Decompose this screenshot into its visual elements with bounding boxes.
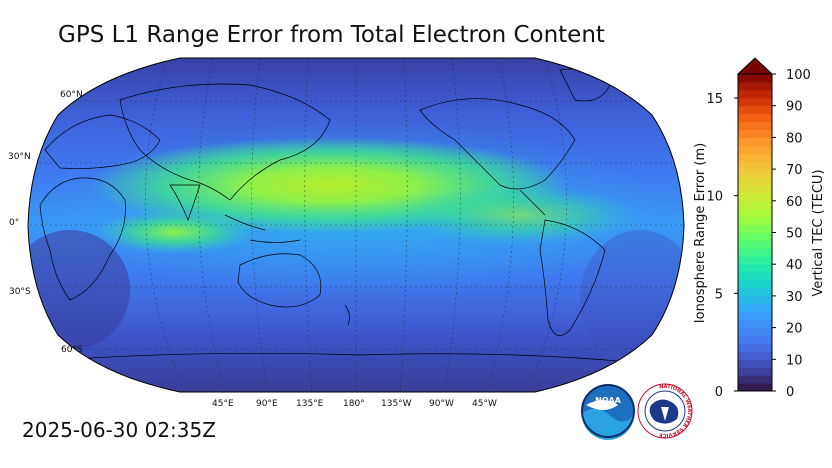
colorbar-segment: [738, 74, 772, 83]
colorbar-segment: [738, 335, 772, 344]
colorbar-segment: [738, 375, 772, 384]
colorbar-right-tick-label: 50: [786, 227, 803, 242]
colorbar-segment: [738, 343, 772, 352]
colorbar-extend-arrow: [736, 57, 774, 75]
colorbar-segment: [738, 121, 772, 130]
colorbar: 0 5 10 15 0 10 20 30 40 50 60 70 80 90 100 Ionosphere…: [693, 57, 826, 400]
lat-label-60s: 60°S: [61, 345, 83, 355]
lat-label-30n: 30°N: [8, 152, 31, 162]
colorbar-segment: [738, 129, 772, 138]
colorbar-right-tick-label: 10: [786, 353, 803, 368]
colorbar-segments: [738, 74, 772, 392]
colorbar-segment: [738, 351, 772, 360]
lon-label-90w: 90°W: [429, 399, 454, 409]
lat-label-30s: 30°S: [9, 287, 31, 297]
colorbar-segment: [738, 161, 772, 170]
colorbar-segment: [738, 287, 772, 297]
colorbar-segment: [738, 248, 772, 257]
colorbar-segment: [738, 264, 772, 273]
colorbar-segment: [738, 153, 772, 162]
lon-label-45e: 45°E: [212, 399, 234, 409]
colorbar-left-ticks: 0 5 10 15: [706, 92, 738, 400]
colorbar-segment: [738, 208, 772, 218]
colorbar-segment: [738, 192, 772, 202]
colorbar-right-tick-label: 60: [786, 195, 803, 210]
colorbar-segment: [738, 272, 772, 281]
colorbar-segment: [738, 367, 772, 376]
colorbar-segment: [738, 89, 772, 99]
colorbar-right-tick-label: 30: [786, 290, 803, 305]
colorbar-segment: [738, 177, 772, 186]
colorbar-left-tick-label: 15: [706, 92, 723, 107]
lon-label-90e: 90°E: [256, 399, 278, 409]
colorbar-left-tick-label: 0: [715, 385, 723, 400]
colorbar-segment: [738, 383, 772, 392]
colorbar-segment: [738, 359, 772, 368]
lon-label-135e: 135°E: [296, 399, 324, 409]
nws-logo: NATIONAL WEATHER SERVICE: [637, 383, 693, 439]
colorbar-right-tick-label: 90: [786, 100, 803, 115]
colorbar-segment: [738, 113, 772, 123]
colorbar-segment: [738, 303, 772, 313]
lon-label-180: 180°: [343, 399, 365, 409]
colorbar-segment: [738, 137, 772, 146]
colorbar-segment: [738, 319, 772, 329]
colorbar-right-tick-label: 80: [786, 131, 803, 146]
colorbar-segment: [738, 200, 772, 210]
colorbar-segment: [738, 81, 772, 91]
colorbar-segment: [738, 105, 772, 115]
tec-field: [28, 58, 684, 392]
lat-label-0: 0°: [9, 218, 19, 228]
colorbar-segment: [738, 280, 772, 289]
colorbar-left-tick-label: 5: [715, 287, 723, 302]
colorbar-right-tick-label: 70: [786, 163, 803, 178]
colorbar-segment: [738, 216, 772, 226]
colorbar-segment: [738, 327, 772, 337]
colorbar-segment: [738, 240, 772, 249]
graticule: [28, 58, 684, 392]
colorbar-right-tick-label: 40: [786, 258, 803, 273]
lon-label-135w: 135°W: [381, 399, 412, 409]
colorbar-right-ticks: 0 10 20 30 40 50 60 70 80 90 100: [772, 68, 811, 400]
chart-title: GPS L1 Range Error from Total Electron C…: [58, 22, 605, 48]
colorbar-left-tick-label: 10: [706, 190, 723, 205]
colorbar-segment: [738, 311, 772, 321]
colorbar-right-tick-label: 0: [786, 385, 794, 400]
noaa-logo: NOAA: [581, 384, 635, 441]
colorbar-right-tick-label: 100: [786, 68, 811, 83]
colorbar-segment: [738, 169, 772, 178]
colorbar-left-label: Ionosphere Range Error (m): [693, 143, 708, 323]
colorbar-segment: [738, 184, 772, 194]
timestamp: 2025-06-30 02:35Z: [22, 418, 216, 442]
colorbar-segment: [738, 232, 772, 241]
colorbar-segment: [738, 224, 772, 233]
colorbar-segment: [738, 145, 772, 154]
colorbar-right-label: Vertical TEC (TECU): [811, 169, 826, 296]
colorbar-right-tick-label: 20: [786, 322, 803, 337]
noaa-logo-text: NOAA: [595, 396, 621, 405]
colorbar-segment: [738, 256, 772, 265]
lat-label-60n: 60°N: [60, 90, 83, 100]
colorbar-segment: [738, 295, 772, 305]
colorbar-segment: [738, 97, 772, 107]
lon-label-45w: 45°W: [472, 399, 497, 409]
